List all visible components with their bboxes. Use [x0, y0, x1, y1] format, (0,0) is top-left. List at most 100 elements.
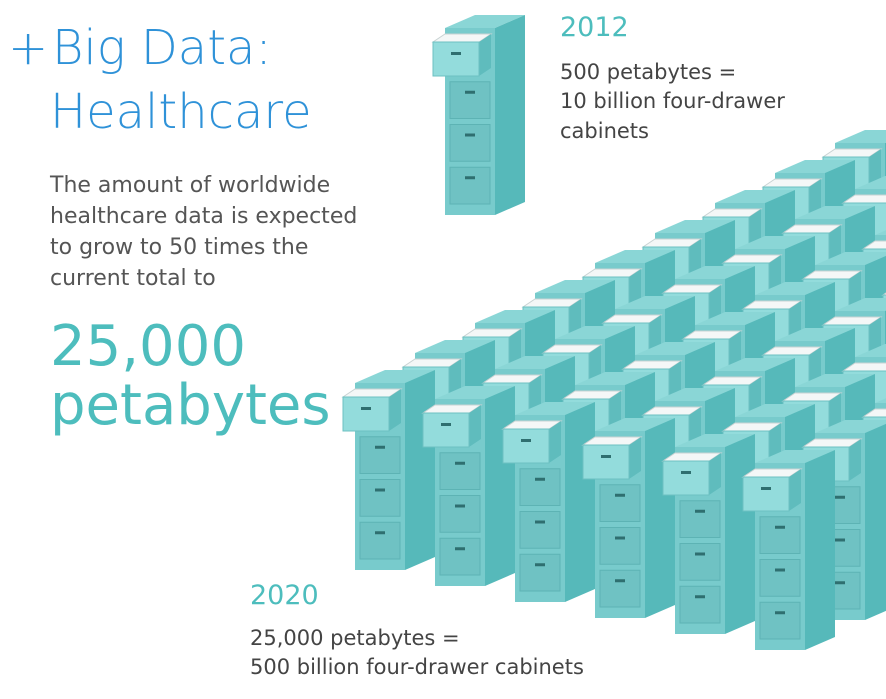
drawer-handle	[441, 423, 451, 426]
drawer-side	[629, 437, 641, 479]
cabinet-top	[595, 418, 675, 431]
drawer	[439, 537, 481, 576]
drawer	[359, 521, 401, 560]
title-prefix: +	[8, 20, 48, 76]
intro-line: current total to	[50, 266, 216, 291]
drawer-side	[549, 421, 561, 463]
cabinet-top	[655, 388, 735, 401]
cabinet-side	[405, 370, 435, 570]
note-line: 10 billion four-drawer	[560, 89, 785, 113]
drawer	[599, 484, 641, 522]
cabinet-top	[555, 326, 635, 339]
drawer-handle	[601, 455, 611, 458]
drawer-handle	[465, 133, 475, 137]
cabinet-top	[445, 15, 525, 28]
drawer-front	[422, 412, 470, 448]
drawer-handle	[775, 525, 785, 529]
drawer-front	[742, 476, 790, 512]
drawer-handle	[375, 445, 385, 449]
title-line: Healthcare	[50, 84, 312, 140]
drawer	[759, 601, 801, 640]
drawer-handle	[835, 581, 845, 585]
drawer	[519, 468, 561, 506]
cabinet-top	[495, 356, 575, 369]
cabinet-side	[485, 386, 515, 586]
drawer	[599, 569, 641, 608]
intro-line: healthcare data is expected	[50, 204, 357, 229]
cabinet-top	[435, 386, 515, 399]
drawer-handle	[375, 488, 385, 492]
cabinet-top	[695, 312, 775, 325]
drawer	[359, 436, 401, 474]
note-line: 500 petabytes =	[560, 60, 736, 84]
drawer-handle	[535, 477, 545, 481]
cabinet-top	[515, 402, 595, 415]
cabinet-top	[815, 420, 886, 433]
highlight-line: 25,000	[50, 314, 246, 379]
intro-line: to grow to 50 times the	[50, 235, 308, 260]
drawer	[679, 500, 721, 538]
cabinet-top	[755, 282, 835, 295]
drawer-handle	[361, 407, 371, 410]
drawer-handle	[835, 495, 845, 499]
drawer	[439, 495, 481, 533]
highlight-line: petabytes	[50, 373, 331, 438]
cabinet-top	[355, 370, 435, 383]
drawer-handle	[455, 504, 465, 508]
drawer-handle	[695, 509, 705, 513]
drawer-front	[502, 428, 550, 464]
drawer-handle	[455, 461, 465, 465]
drawer-handle	[775, 611, 785, 615]
cabinet	[341, 370, 435, 570]
year-label: 2012	[560, 12, 629, 43]
drawer-side	[709, 453, 721, 495]
cabinet-top	[415, 340, 495, 353]
cabinet-top	[835, 130, 886, 143]
cabinet-top	[715, 190, 795, 203]
drawer-handle	[775, 568, 785, 572]
drawer	[679, 543, 721, 581]
cabinet-top	[735, 404, 815, 417]
cabinet	[661, 434, 755, 634]
cabinet-top	[835, 298, 886, 311]
cabinet-top	[795, 374, 875, 387]
drawer	[759, 559, 801, 597]
cabinet	[581, 418, 675, 618]
title-line: Big Data:	[52, 20, 272, 76]
drawer-handle	[615, 493, 625, 497]
cabinet-illustration	[341, 15, 886, 650]
cabinet-top	[775, 160, 855, 173]
drawer-papers	[861, 240, 886, 250]
drawer-papers	[861, 408, 886, 418]
drawer-front	[342, 396, 390, 432]
drawer-front	[662, 460, 710, 496]
cabinet	[421, 386, 515, 586]
cabinet-side	[865, 423, 886, 620]
drawer-handle	[615, 579, 625, 583]
cabinet-top	[735, 236, 815, 249]
cabinet-side	[565, 402, 595, 602]
drawer	[449, 81, 491, 119]
cabinet-side	[725, 434, 755, 634]
cabinet-top	[795, 206, 875, 219]
drawer	[449, 124, 491, 162]
drawer-handle	[455, 547, 465, 551]
drawer-handle	[681, 471, 691, 474]
drawer-side	[469, 405, 481, 447]
cabinet	[501, 402, 595, 602]
drawer-handle	[695, 552, 705, 556]
drawer	[519, 511, 561, 549]
cabinet-top	[615, 296, 695, 309]
drawer-handle	[535, 520, 545, 524]
cabinet	[431, 15, 525, 215]
cabinet-top	[875, 230, 886, 235]
cabinet-top	[855, 176, 886, 189]
cabinet-top	[675, 434, 755, 447]
drawer	[759, 516, 801, 554]
cabinet-top	[535, 280, 615, 293]
drawer	[679, 585, 721, 624]
drawer-handle	[761, 487, 771, 490]
drawer-handle	[465, 176, 475, 180]
